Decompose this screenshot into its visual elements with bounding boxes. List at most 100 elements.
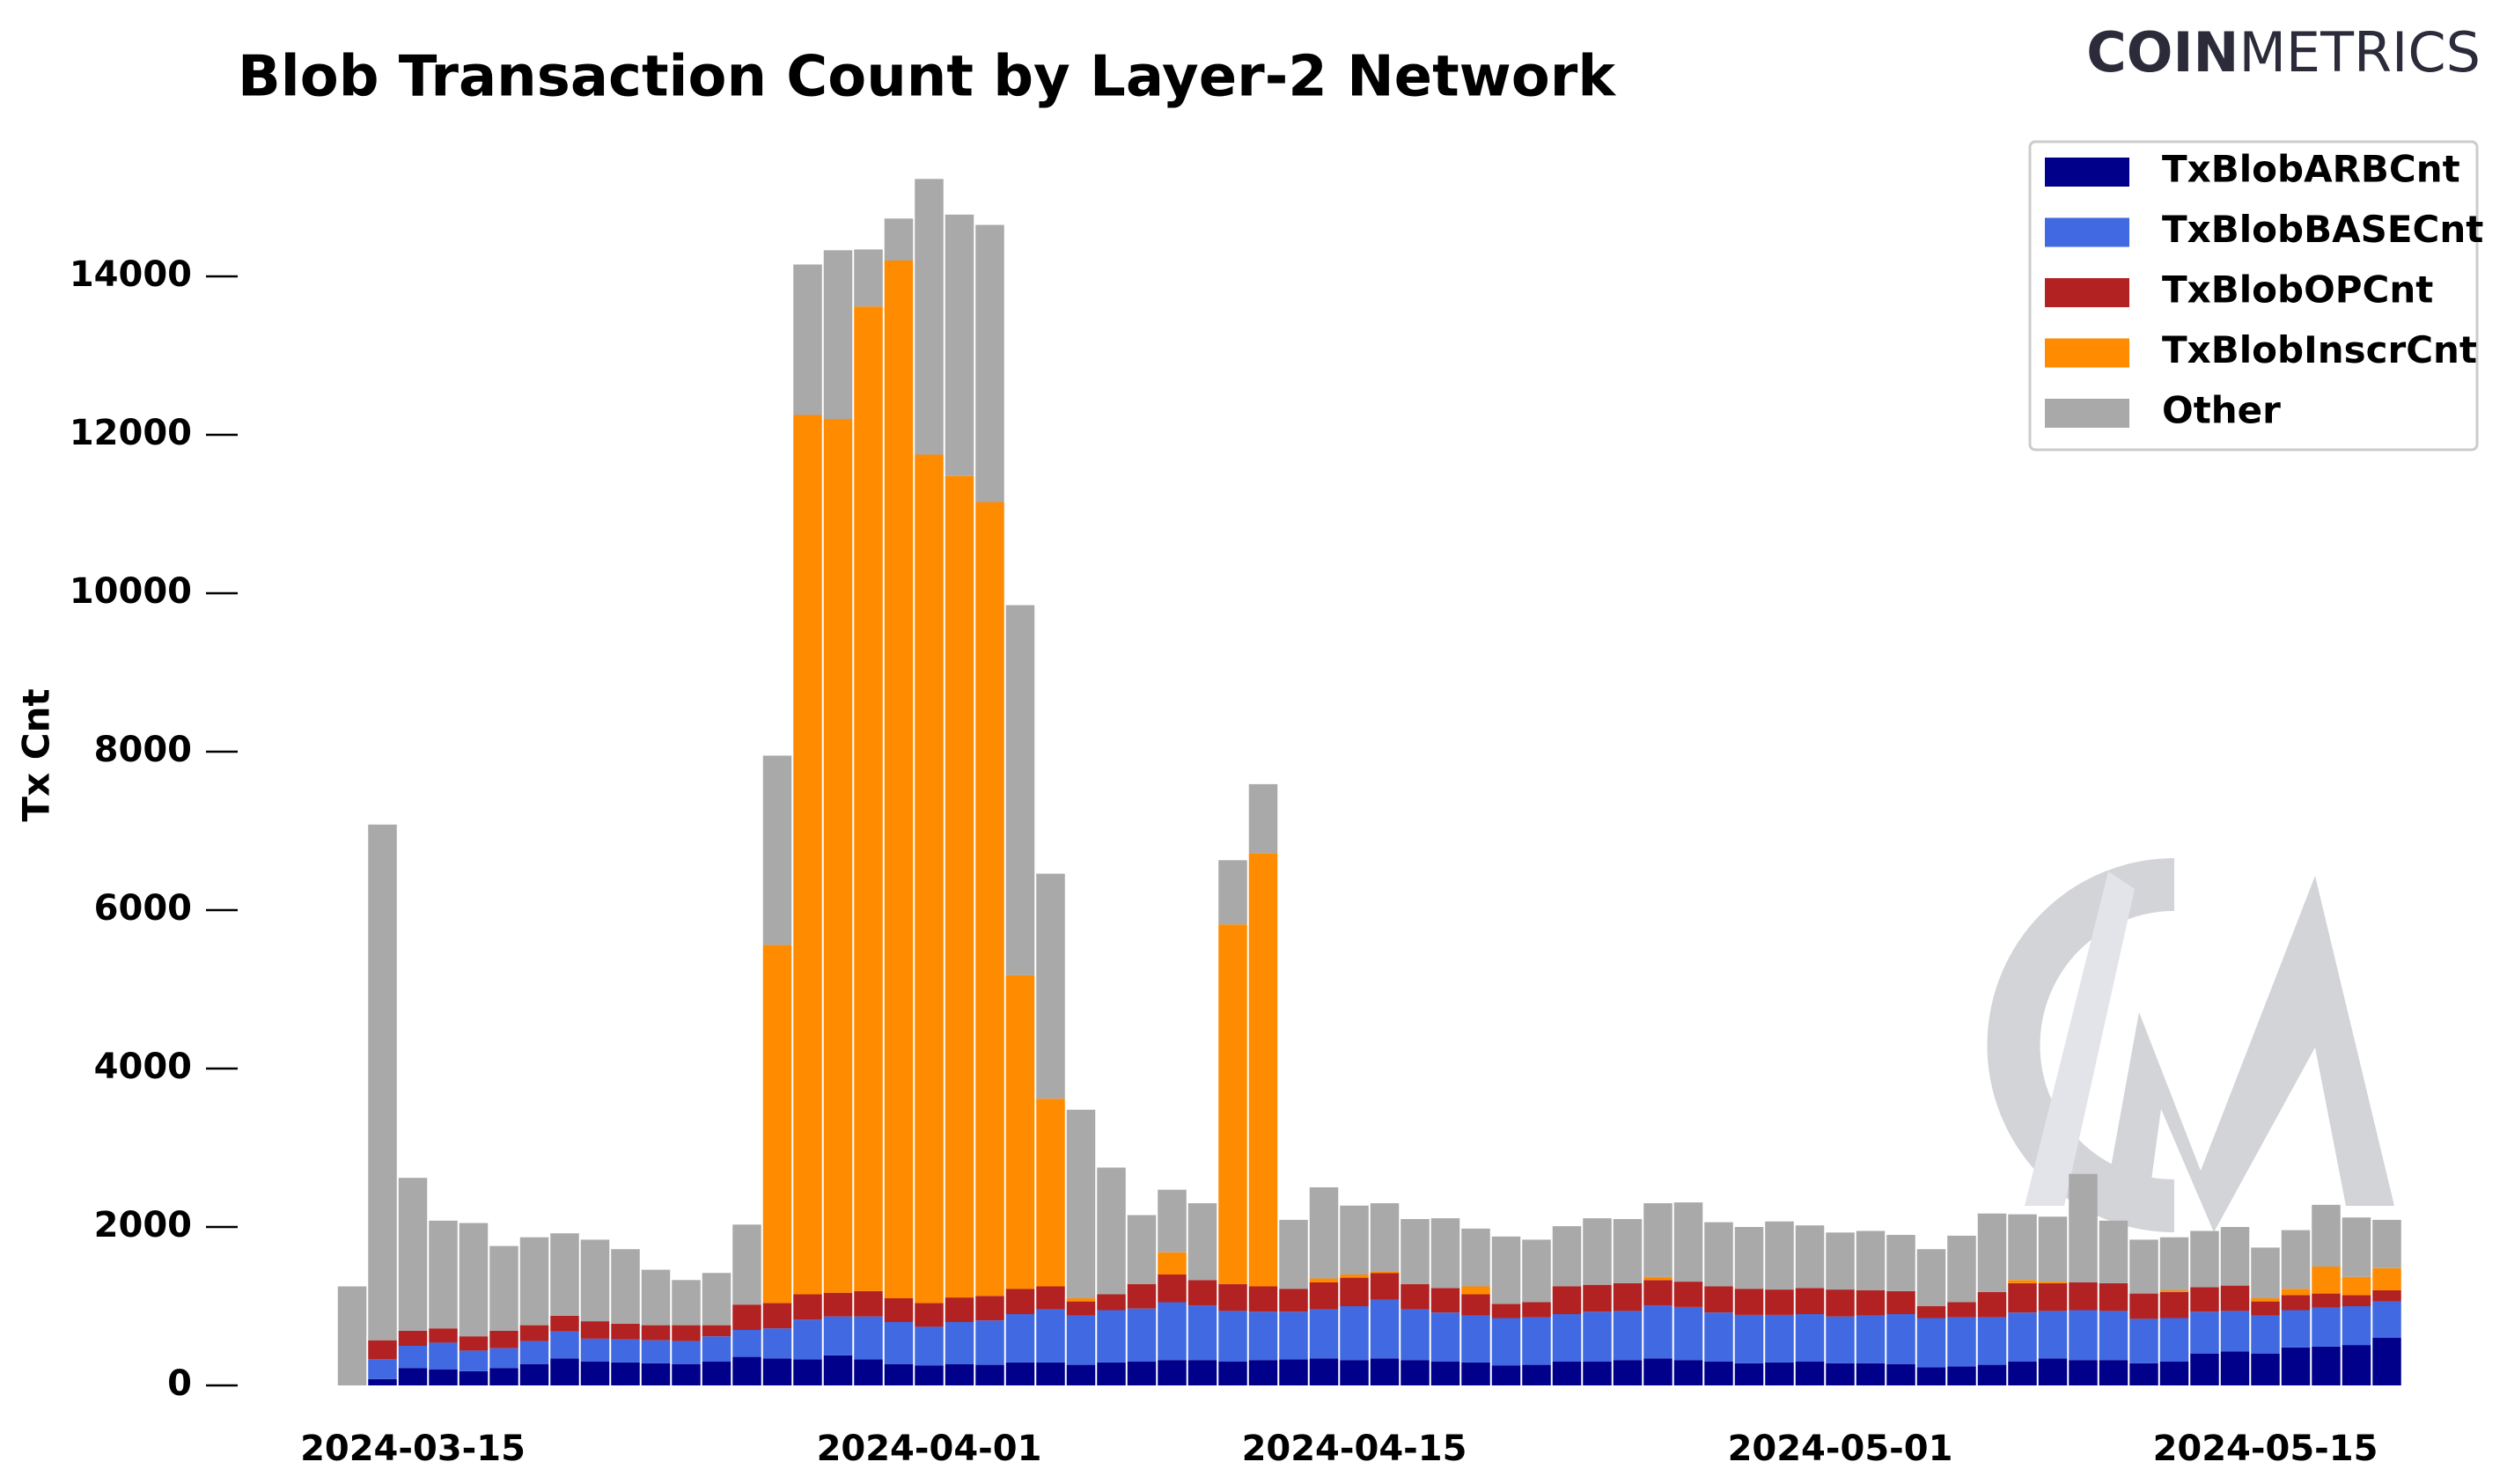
bar-segment	[1370, 1299, 1400, 1359]
bar-segment	[1826, 1232, 1855, 1290]
bar-segment	[2038, 1216, 2068, 1282]
bar-segment	[1977, 1291, 2007, 1318]
bar-segment	[1826, 1316, 1855, 1363]
legend-frame	[2028, 140, 2479, 452]
bar-segment	[519, 1341, 549, 1364]
bar-segment	[2129, 1239, 2158, 1294]
bar-segment	[1279, 1289, 1308, 1312]
bar-segment	[854, 249, 883, 307]
bar-segment	[854, 1290, 883, 1317]
bar-segment	[1158, 1302, 1187, 1361]
bar-segment	[732, 1356, 761, 1385]
bar-segment	[1856, 1363, 1886, 1385]
bar-segment	[1643, 1358, 1673, 1385]
bar-segment	[1734, 1314, 1764, 1363]
bar-segment	[550, 1315, 579, 1332]
brand-logo: COINMETRICS	[2086, 20, 2481, 84]
bar-segment	[1158, 1252, 1187, 1275]
bar-segment	[1127, 1308, 1157, 1362]
bar-segment	[823, 1355, 853, 1385]
bar-segment	[611, 1249, 640, 1324]
bar-segment	[1704, 1362, 1733, 1385]
bar-segment	[2372, 1301, 2401, 1338]
bar-segment	[1218, 1311, 1247, 1362]
bar-segment	[1765, 1362, 1794, 1385]
bar-segment	[2008, 1282, 2037, 1313]
bar-segment	[975, 1296, 1004, 1321]
bar-segment	[2038, 1282, 2068, 1311]
bar-segment	[1461, 1228, 1490, 1287]
bars	[337, 179, 2401, 1385]
bar-segment	[732, 1224, 761, 1305]
bar-segment	[2342, 1295, 2371, 1306]
legend-label: Other	[2162, 389, 2281, 432]
bar-segment	[429, 1370, 458, 1385]
bar-segment	[975, 502, 1004, 1297]
legend: TxBlobARBCnt TxBlobBASECnt TxBlobOPCnt TxBl…	[2028, 140, 2483, 452]
bar-segment	[1158, 1275, 1187, 1303]
bar-segment	[1309, 1282, 1339, 1310]
bar-segment	[1916, 1306, 1946, 1319]
bar-segment	[1187, 1280, 1217, 1306]
bar-segment	[975, 1364, 1004, 1385]
bar-segment	[1643, 1280, 1673, 1306]
bar-segment	[1643, 1203, 1673, 1277]
bar-segment	[975, 224, 1004, 503]
bar-segment	[489, 1245, 518, 1331]
bar-segment	[2342, 1345, 2371, 1385]
bar-segment	[1066, 1364, 1096, 1385]
bar-segment	[1673, 1306, 1703, 1361]
chart-title: Blob Transaction Count by Layer-2 Networ…	[238, 45, 1616, 110]
bar-segment	[1309, 1187, 1339, 1279]
y-tick-label: 10000	[70, 571, 192, 612]
bar-segment	[1491, 1236, 1521, 1304]
bar-segment	[2129, 1363, 2158, 1385]
bar-segment	[1036, 1098, 1065, 1287]
bar-segment	[1005, 605, 1035, 975]
bar-segment	[884, 218, 914, 261]
bar-segment	[1947, 1317, 1976, 1367]
y-tick-label: 6000	[94, 888, 192, 929]
bar-segment	[915, 1303, 944, 1327]
bar-segment	[641, 1269, 671, 1326]
y-tick-label: 0	[167, 1363, 192, 1404]
bar-segment	[1430, 1288, 1460, 1313]
bar-segment	[641, 1363, 671, 1385]
bar-segment	[1704, 1222, 1733, 1287]
bar-segment	[884, 1363, 914, 1385]
legend-swatch	[2045, 338, 2129, 368]
bar-segment	[1370, 1271, 1400, 1274]
bar-segment	[2312, 1267, 2341, 1294]
bar-segment	[2099, 1220, 2128, 1283]
bar-segment	[823, 419, 853, 1293]
bar-segment	[1309, 1309, 1339, 1359]
bar-segment	[337, 1286, 367, 1385]
bar-segment	[1309, 1278, 1339, 1282]
bar-segment	[1005, 1362, 1035, 1385]
bar-segment	[793, 1359, 822, 1385]
bar-segment	[611, 1323, 640, 1340]
bar-segment	[368, 1378, 397, 1385]
bar-segment	[1187, 1305, 1217, 1361]
bar-segment	[1886, 1314, 1915, 1364]
bar-segment	[1248, 1360, 1278, 1385]
brand-bold: COIN	[2086, 20, 2239, 84]
legend-label: TxBlobARBCnt	[2162, 148, 2460, 191]
bar-segment	[2159, 1290, 2189, 1292]
bar-segment	[762, 1303, 792, 1329]
bar-segment	[793, 264, 822, 415]
bar-segment	[1218, 924, 1247, 1284]
bar-segment	[2069, 1310, 2098, 1361]
bar-segment	[2159, 1291, 2189, 1319]
bar-segment	[459, 1223, 489, 1337]
bar-segment	[398, 1330, 428, 1346]
bar-segment	[702, 1362, 732, 1385]
bar-segment	[519, 1325, 549, 1341]
bar-segment	[1158, 1360, 1187, 1385]
bar-segment	[1248, 783, 1278, 854]
bar-segment	[1734, 1363, 1764, 1385]
bar-segment	[1218, 860, 1247, 925]
bar-segment	[1036, 1286, 1065, 1310]
bar-segment	[2372, 1290, 2401, 1302]
bar-segment	[1856, 1231, 1886, 1290]
